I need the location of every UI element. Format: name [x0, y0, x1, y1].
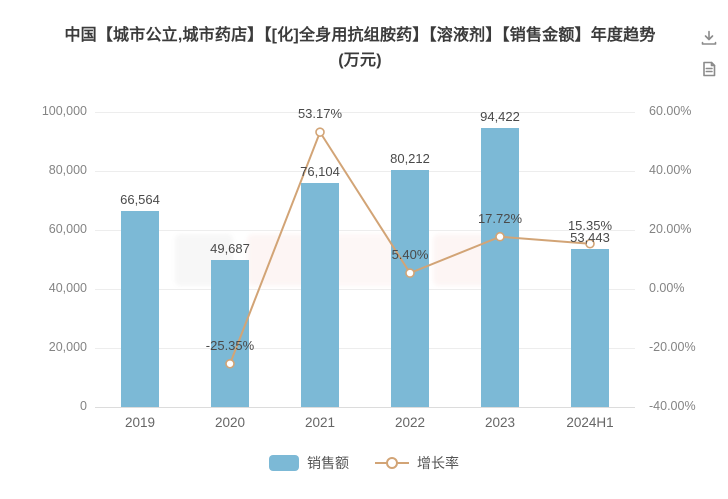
growth-point-2022[interactable]: [405, 268, 415, 278]
y2-axis-tick-label: 0.00%: [649, 281, 685, 295]
growth-rate-line: [225, 127, 595, 369]
chart-title: 中国【城市公立,城市药店】【[化]全身用抗组胺药】【溶液剂】【销售金额】年度趋势…: [30, 24, 690, 74]
y2-axis-tick-label: -20.00%: [649, 340, 696, 354]
y-axis-tick-label: 100,000: [41, 104, 87, 118]
bar-value-label-2022: 80,212: [390, 151, 430, 167]
gridline: [95, 407, 635, 408]
gridline: [95, 289, 635, 290]
y2-axis-tick-label: 20.00%: [649, 222, 692, 236]
x-axis-label-2019: 2019: [124, 415, 156, 430]
report-document-icon[interactable]: [698, 58, 720, 80]
growth-rate-label-2023: 17.72%: [477, 210, 523, 226]
growth-rate-label-2022: 5.40%: [391, 247, 429, 263]
gridline: [95, 112, 635, 113]
x-axis-label-2021: 2021: [304, 415, 336, 430]
gridline: [95, 171, 635, 172]
plot-area: 100,000 80,000 60,000 40,000 20,000 0 60.00% 40…: [42, 104, 696, 430]
growth-point-2023[interactable]: [495, 231, 505, 242]
gridline: [95, 348, 635, 349]
y-axis-tick-label: 0: [80, 399, 87, 413]
legend-sales-label: 销售额: [307, 455, 349, 471]
y2-axis-tick-label: 40.00%: [649, 163, 692, 177]
bar-value-label-2020: 49,687: [210, 241, 250, 257]
chart-title-unit: (万元): [338, 51, 382, 69]
chart-legend: 销售额 增长率: [0, 453, 728, 473]
bar-2021[interactable]: [301, 182, 339, 407]
y-axis-tick-label: 60,000: [48, 222, 87, 236]
sales-swatch-icon: [269, 455, 299, 471]
x-axis-label-2022: 2022: [394, 415, 426, 430]
growth-rate-label-2021: 53.17%: [297, 106, 343, 122]
bar-2023[interactable]: [481, 128, 519, 407]
bar-value-label-2023: 94,422: [480, 109, 520, 125]
growth-point-2020[interactable]: [225, 358, 235, 369]
y2-axis-tick-label: 60.00%: [649, 104, 692, 118]
bar-value-label-2019: 66,564: [120, 191, 160, 207]
y-axis-tick-label: 40,000: [48, 281, 87, 295]
growth-point-2024H1[interactable]: [585, 238, 595, 249]
x-axis-label-2023: 2023: [484, 415, 516, 430]
growth-line-marker-icon: [375, 455, 409, 471]
gridline: [95, 230, 635, 231]
legend-item-growth[interactable]: 增长率: [375, 453, 459, 473]
bar-value-label-2021: 76,104: [300, 163, 340, 179]
chart-title-line1: 中国【城市公立,城市药店】【[化]全身用抗组胺药】【溶液剂】【销售金额】年度趋势: [64, 27, 656, 44]
bar-2022[interactable]: [391, 170, 429, 407]
x-axis-label-2024H1: 2024H1: [566, 415, 614, 430]
download-icon[interactable]: [698, 27, 720, 49]
bar-2024H1[interactable]: [571, 249, 609, 407]
legend-item-sales[interactable]: 销售额: [269, 453, 349, 473]
bar-2019[interactable]: [121, 210, 159, 407]
growth-point-2021[interactable]: [315, 127, 325, 137]
bar-value-label-2024H1: 53,443: [570, 230, 610, 246]
legend-growth-label: 增长率: [417, 455, 459, 471]
growth-rate-label-2020: -25.35%: [205, 337, 255, 353]
growth-rate-label-2024H1: 15.35%: [567, 217, 613, 233]
y-axis-tick-label: 20,000: [48, 340, 87, 354]
x-axis-label-2020: 2020: [214, 415, 246, 430]
chart-toolbar: [698, 27, 720, 80]
y-axis-tick-label: 80,000: [48, 163, 87, 177]
y2-axis-tick-label: -40.00%: [649, 399, 696, 413]
